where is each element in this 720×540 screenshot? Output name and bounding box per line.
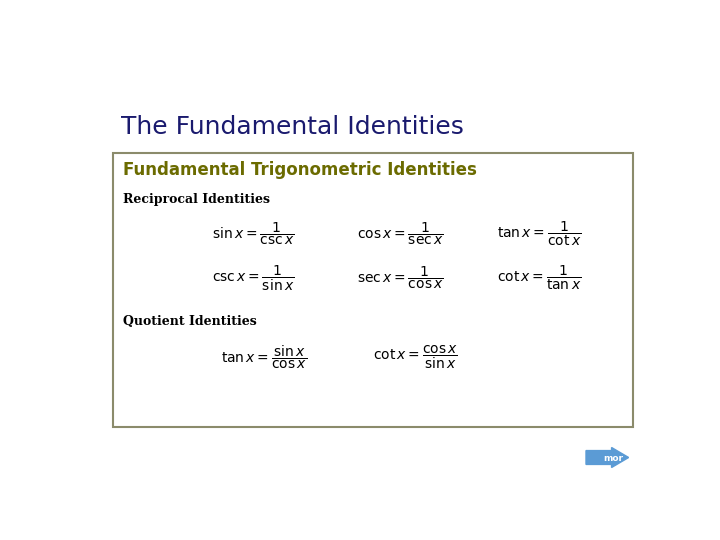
Text: Reciprocal Identities: Reciprocal Identities xyxy=(122,193,269,206)
Text: Fundamental Trigonometric Identities: Fundamental Trigonometric Identities xyxy=(122,161,477,179)
Text: $\csc x = \dfrac{1}{\sin x}$: $\csc x = \dfrac{1}{\sin x}$ xyxy=(212,264,294,293)
Text: $\tan x = \dfrac{1}{\cot x}$: $\tan x = \dfrac{1}{\cot x}$ xyxy=(498,219,582,248)
Text: $\sec x = \dfrac{1}{\cos x}$: $\sec x = \dfrac{1}{\cos x}$ xyxy=(356,265,444,291)
Text: mor: mor xyxy=(603,454,623,463)
Text: $\cot x = \dfrac{\cos x}{\sin x}$: $\cot x = \dfrac{\cos x}{\sin x}$ xyxy=(373,344,458,371)
Bar xyxy=(113,153,632,427)
Text: $\sin x = \dfrac{1}{\csc x}$: $\sin x = \dfrac{1}{\csc x}$ xyxy=(212,220,294,247)
FancyArrow shape xyxy=(586,448,629,468)
Text: Quotient Identities: Quotient Identities xyxy=(122,315,256,328)
Text: $\cot x = \dfrac{1}{\tan x}$: $\cot x = \dfrac{1}{\tan x}$ xyxy=(498,264,582,292)
Text: $\cos x = \dfrac{1}{\sec x}$: $\cos x = \dfrac{1}{\sec x}$ xyxy=(356,220,444,247)
Text: $\tan x = \dfrac{\sin x}{\cos x}$: $\tan x = \dfrac{\sin x}{\cos x}$ xyxy=(221,344,307,371)
Text: The Fundamental Identities: The Fundamental Identities xyxy=(121,115,464,139)
